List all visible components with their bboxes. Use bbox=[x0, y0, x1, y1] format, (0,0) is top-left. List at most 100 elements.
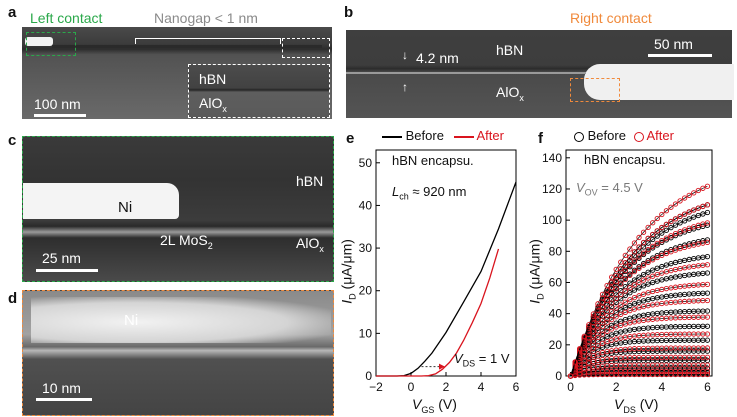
f-point-before bbox=[704, 337, 711, 343]
f-point-after bbox=[704, 371, 711, 378]
f-point-before bbox=[704, 308, 711, 314]
f-point-before bbox=[704, 254, 711, 260]
e-xtick-label: −2 bbox=[369, 380, 383, 394]
f-point-after bbox=[659, 224, 665, 231]
f-point-after bbox=[604, 338, 610, 345]
f-point-after bbox=[704, 368, 711, 374]
f-point-before bbox=[650, 267, 656, 273]
f-point-after bbox=[654, 240, 660, 247]
thickness-arrow-bottom: ↑ bbox=[402, 80, 408, 94]
f-point-after bbox=[599, 291, 606, 297]
f-point-after bbox=[618, 311, 624, 318]
f-point-before bbox=[636, 285, 642, 291]
nanogap-label: Nanogap < 1 nm bbox=[154, 10, 258, 26]
f-point-after bbox=[672, 231, 679, 237]
f-point-after bbox=[595, 304, 601, 310]
f-point-after bbox=[695, 222, 701, 228]
f-point-before bbox=[681, 218, 688, 224]
f-fit-line bbox=[570, 370, 708, 377]
f-point-after bbox=[668, 249, 674, 255]
f-point-after bbox=[567, 373, 574, 379]
f-point-after bbox=[631, 249, 638, 255]
f-point-after bbox=[677, 198, 683, 204]
right-contact-label: Right contact bbox=[570, 10, 652, 26]
legend-line-after-e bbox=[453, 135, 474, 138]
f-point-after bbox=[595, 307, 601, 313]
e-series-before-line bbox=[376, 181, 517, 377]
f-point-after bbox=[636, 293, 642, 299]
f-point-before bbox=[700, 211, 706, 217]
scale-label-d: 10 nm bbox=[42, 380, 81, 396]
f-point-before bbox=[631, 277, 638, 283]
f-point-after bbox=[618, 291, 624, 298]
f-point-before bbox=[704, 365, 711, 371]
f-point-before bbox=[659, 263, 665, 270]
channel-line bbox=[52, 45, 322, 48]
f-point-before bbox=[613, 320, 619, 326]
f-point-after bbox=[704, 183, 711, 189]
e-ytick-label: 10 bbox=[359, 326, 373, 340]
f-point-after bbox=[608, 285, 615, 291]
inset-box: hBN AlOx bbox=[188, 64, 330, 118]
f-point-before bbox=[631, 301, 638, 307]
f-point-after bbox=[704, 354, 711, 360]
f-point-after bbox=[668, 233, 674, 239]
f-point-after bbox=[640, 229, 647, 235]
annot-encap-f: hBN encapsu. bbox=[584, 152, 666, 167]
panel-c: c Ni hBN 2L MoS2 AlOx 25 nm bbox=[0, 126, 336, 284]
f-fit-line bbox=[570, 333, 708, 377]
legend-f: Before After bbox=[574, 128, 674, 143]
f-point-after bbox=[659, 270, 665, 276]
f-point-after bbox=[586, 360, 592, 366]
e-xtick-label: 4 bbox=[478, 380, 485, 394]
f-xtick-label: 6 bbox=[704, 380, 711, 394]
f-point-after bbox=[613, 295, 619, 302]
f-point-after bbox=[581, 333, 587, 339]
ylabel-f: ID (μA/μm) bbox=[526, 239, 546, 304]
ni-electrode-left bbox=[25, 37, 53, 46]
f-fit-line bbox=[570, 364, 708, 377]
f-fit-line bbox=[570, 316, 708, 377]
f-point-after bbox=[659, 252, 665, 259]
f-point-before bbox=[672, 222, 679, 228]
f-point-after bbox=[608, 308, 615, 315]
f-point-after bbox=[686, 225, 692, 231]
f-point-after bbox=[599, 331, 606, 337]
f-point-after bbox=[691, 224, 697, 230]
legend-label-before-f: Before bbox=[587, 128, 626, 143]
f-point-after bbox=[650, 257, 656, 263]
f-point-after bbox=[613, 324, 619, 330]
f-point-before bbox=[704, 290, 711, 296]
f-point-after bbox=[613, 266, 619, 273]
f-point-after bbox=[640, 262, 647, 268]
f-point-before bbox=[668, 224, 674, 231]
ni-electrode-c bbox=[23, 183, 179, 219]
annot-vds-e: VDS = 1 V bbox=[454, 351, 510, 369]
f-point-before bbox=[686, 216, 692, 222]
f-point-after bbox=[627, 285, 633, 291]
hbn-label-c: hBN bbox=[296, 173, 324, 189]
tem-image-b bbox=[346, 30, 734, 118]
f-point-after bbox=[604, 297, 610, 304]
f-point-after bbox=[677, 246, 683, 252]
f-point-after bbox=[622, 309, 628, 316]
mos2-line-b bbox=[346, 72, 586, 74]
f-point-before bbox=[608, 322, 615, 329]
f-fit-line bbox=[570, 212, 708, 377]
e-shift-arrowhead bbox=[439, 363, 445, 370]
f-point-after bbox=[604, 282, 610, 289]
f-point-after bbox=[659, 211, 665, 218]
f-fit-line bbox=[570, 284, 708, 377]
f-point-before bbox=[654, 278, 660, 284]
f-point-after bbox=[618, 322, 624, 329]
f-point-after bbox=[627, 262, 633, 269]
f-point-after bbox=[691, 207, 697, 213]
legend-marker-after-f bbox=[633, 131, 644, 142]
ni-electrode-right bbox=[584, 64, 734, 100]
f-point-after bbox=[608, 274, 615, 280]
f-point-after bbox=[650, 243, 656, 249]
f-point-after bbox=[622, 276, 628, 283]
legend-label-before-e: Before bbox=[405, 128, 444, 143]
f-point-after bbox=[686, 209, 692, 215]
